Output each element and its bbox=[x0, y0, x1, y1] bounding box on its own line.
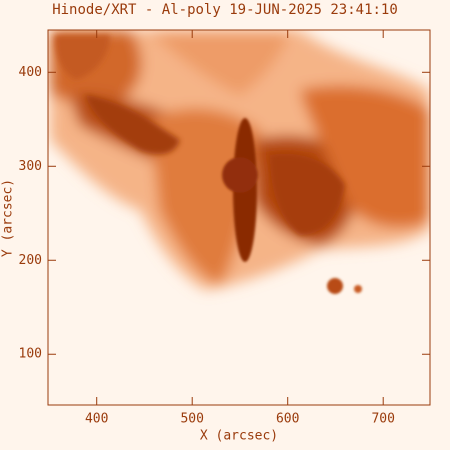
y-axis-label: Y (arcsec) bbox=[1, 179, 16, 257]
x-tick-label: 400 bbox=[85, 412, 108, 427]
x-tick-label: 700 bbox=[371, 412, 394, 427]
x-axis-label: X (arcsec) bbox=[200, 429, 278, 444]
x-tick-label: 500 bbox=[180, 412, 203, 427]
chart-title: Hinode/XRT - Al-poly 19-JUN-2025 23:41:1… bbox=[52, 2, 398, 18]
y-tick-label: 200 bbox=[19, 253, 42, 268]
y-tick-label: 400 bbox=[19, 65, 42, 80]
x-tick-label: 600 bbox=[276, 412, 299, 427]
y-tick-label: 300 bbox=[19, 159, 42, 174]
plot-frame bbox=[47, 29, 431, 406]
y-tick-label: 100 bbox=[19, 347, 42, 362]
solar-image bbox=[50, 30, 430, 294]
